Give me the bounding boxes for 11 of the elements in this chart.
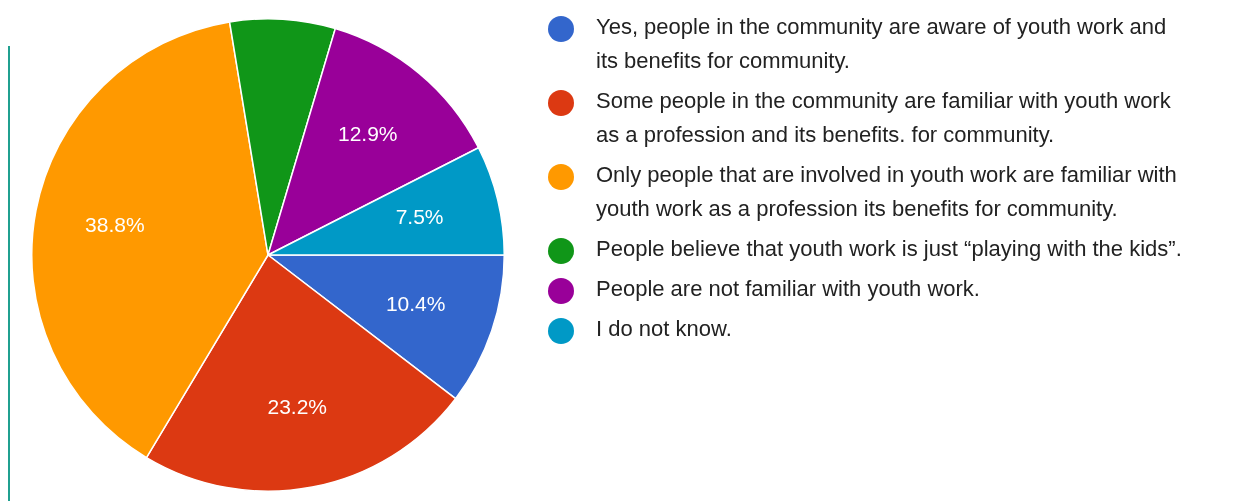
- legend-label: People believe that youth work is just “playing with the kids”.: [596, 235, 1183, 263]
- data-label: 23.2%: [267, 394, 327, 418]
- legend-label: Only people that are involved in youth work are familiar with youth work as a profession its benefits for community.: [596, 161, 1178, 223]
- data-label: 10.4%: [385, 291, 446, 315]
- legend-label: I do not know.: [596, 315, 733, 343]
- legend-label: Yes, people in the community are aware of youth work and its benefits for community.: [596, 13, 1168, 75]
- data-label: 38.8%: [85, 212, 145, 236]
- legend-label: People are not familiar with youth work.: [596, 275, 981, 303]
- legend-label: Some people in the community are familiar with youth work as a profession and its benefits. for community.: [596, 87, 1172, 149]
- data-label: 12.9%: [337, 121, 398, 145]
- data-label: 7.5%: [395, 205, 444, 229]
